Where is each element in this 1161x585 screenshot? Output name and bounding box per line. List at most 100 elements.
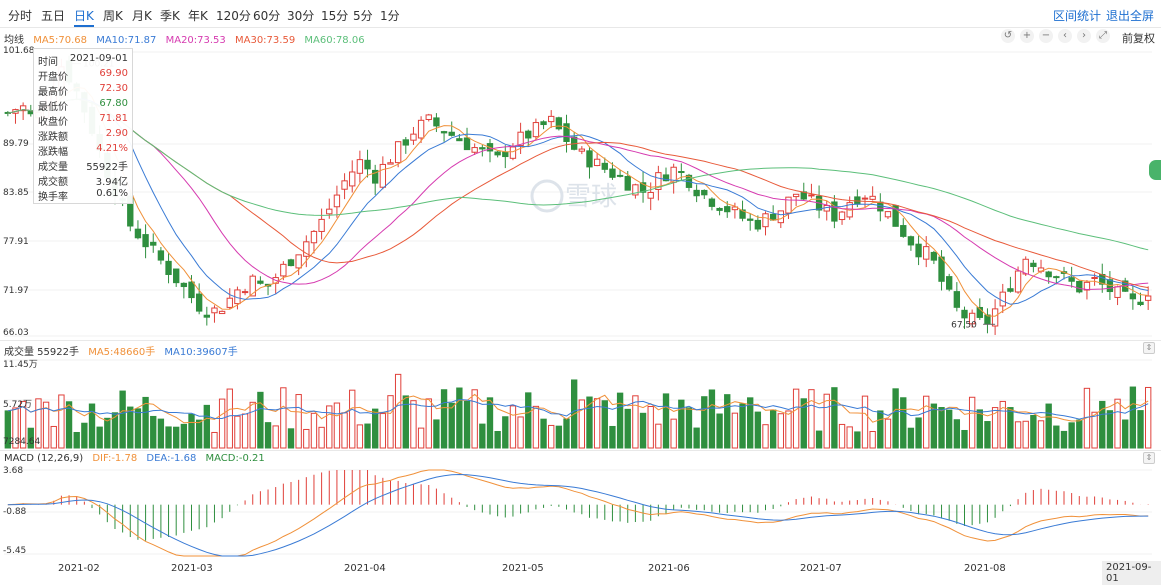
- reset-icon[interactable]: ↺: [1001, 29, 1015, 43]
- volume-bar: [349, 389, 356, 449]
- period-tab-monthly[interactable]: 月K: [132, 9, 152, 23]
- candle-body: [157, 250, 165, 261]
- tooltip-value: 71.81: [99, 113, 128, 124]
- scroll-left-icon[interactable]: ‹: [1058, 29, 1072, 43]
- volume-bar: [670, 418, 677, 449]
- candle-body: [900, 225, 907, 237]
- macd-axis-label: 3.68: [3, 466, 24, 476]
- volume-bar: [272, 425, 279, 449]
- tooltip-value: 69.90: [99, 68, 128, 79]
- macd-panel-toggle[interactable]: ⇕: [1143, 452, 1155, 464]
- volume-bar: [1106, 410, 1114, 449]
- volume-bar: [142, 396, 149, 449]
- volume-bar: [976, 409, 983, 449]
- candle-body: [838, 211, 846, 221]
- volume-bar: [249, 401, 256, 449]
- candle-body: [701, 189, 708, 196]
- fullscreen-icon[interactable]: ⤢: [1096, 29, 1110, 43]
- volume-bar: [35, 398, 42, 449]
- volume-bar: [930, 403, 938, 449]
- price-adjust-select[interactable]: 前复权: [1122, 32, 1155, 45]
- candle-body: [1091, 277, 1098, 280]
- period-tab-yearly[interactable]: 年K: [188, 9, 208, 23]
- volume-bar: [1076, 419, 1083, 449]
- volume-bar: [831, 387, 838, 449]
- volume-bar: [731, 412, 739, 449]
- x-axis-label: 2021-02: [58, 563, 100, 574]
- period-tab-1min[interactable]: 1分: [380, 9, 400, 23]
- period-tab-60min[interactable]: 60分: [253, 9, 281, 23]
- candle-body: [532, 122, 540, 138]
- period-tab-5min[interactable]: 5分: [353, 9, 373, 23]
- macd-legend: MACD (12,26,9) DIF:-1.78 DEA:-1.68 MACD:…: [4, 453, 271, 464]
- volume-bar: [854, 431, 861, 449]
- period-tab-120min[interactable]: 120分: [216, 9, 251, 23]
- volume-bar: [678, 399, 685, 449]
- volume-bar: [502, 416, 509, 449]
- candle-body: [142, 234, 149, 248]
- candle-body: [1045, 271, 1052, 278]
- volume-bar: [433, 419, 440, 449]
- candle-body: [1076, 280, 1083, 293]
- volume-bar: [1137, 410, 1144, 449]
- side-panel-toggle[interactable]: [1149, 160, 1161, 180]
- volume-axis-label: 5.72万: [3, 400, 33, 410]
- volume-bar: [134, 408, 142, 449]
- candle-body: [1068, 277, 1075, 282]
- volume-bar: [739, 403, 746, 449]
- volume-bar: [846, 426, 853, 449]
- volume-bar: [647, 406, 654, 449]
- period-tab-5day[interactable]: 五日: [41, 9, 66, 23]
- candle-body: [578, 148, 586, 152]
- candle-body: [456, 138, 463, 142]
- volume-bar: [961, 429, 968, 449]
- volume-bar: [318, 426, 325, 449]
- tooltip-row: 成交量 55922手: [38, 156, 128, 173]
- volume-panel-toggle[interactable]: ⇕: [1143, 342, 1155, 354]
- range-stats-button[interactable]: 区间统计: [1053, 9, 1102, 23]
- candle-body: [1129, 293, 1137, 300]
- candle-body: [540, 121, 547, 126]
- volume-axis-label: 7284.64: [3, 437, 41, 447]
- volume-bar: [555, 425, 563, 449]
- ma30-legend: MA30:73.59: [234, 35, 296, 46]
- volume-bar: [900, 397, 907, 449]
- candle-body: [884, 211, 892, 218]
- volume-bar: [417, 427, 425, 449]
- scroll-right-icon[interactable]: ›: [1077, 29, 1091, 43]
- tooltip-label: 开盘价: [38, 72, 68, 83]
- volume-bar: [869, 430, 876, 449]
- candle-body: [211, 307, 218, 314]
- volume-bar: [165, 426, 172, 449]
- period-tab-quarterly[interactable]: 季K: [160, 9, 180, 23]
- volume-bar: [295, 394, 302, 449]
- vol-ma5-line: [7, 393, 1149, 424]
- vol-ma10-line: [7, 398, 1149, 420]
- volume-bar: [525, 392, 532, 449]
- macd-axis-label: -5.45: [3, 546, 27, 556]
- tooltip-value: 2021-09-01: [69, 53, 128, 64]
- period-tab-30min[interactable]: 30分: [287, 9, 315, 23]
- tooltip-value: 4.21%: [96, 143, 128, 154]
- volume-bar: [387, 395, 394, 449]
- period-tab-fenshi[interactable]: 分时: [8, 9, 33, 23]
- candle-body: [724, 206, 731, 213]
- candle-body: [471, 147, 478, 153]
- tooltip-label: 成交量: [38, 162, 68, 173]
- period-tab-weekly[interactable]: 周K: [103, 9, 123, 23]
- zoom-out-icon[interactable]: −: [1039, 29, 1053, 43]
- volume-bar: [494, 430, 501, 449]
- volume-bar: [838, 423, 846, 449]
- candle-body: [417, 119, 425, 139]
- ma20-legend: MA20:73.53: [165, 35, 226, 46]
- ma-legend-label: 均线: [4, 35, 24, 46]
- period-tab-daily[interactable]: 日K: [74, 9, 94, 23]
- ma60-legend: MA60:78.06: [304, 35, 365, 46]
- candle-body: [747, 218, 754, 221]
- volume-bar: [264, 422, 272, 449]
- candle-body: [785, 196, 792, 214]
- exit-fullscreen-button[interactable]: 退出全屏: [1106, 9, 1155, 23]
- zoom-in-icon[interactable]: +: [1020, 29, 1034, 43]
- period-tab-15min[interactable]: 15分: [321, 9, 349, 23]
